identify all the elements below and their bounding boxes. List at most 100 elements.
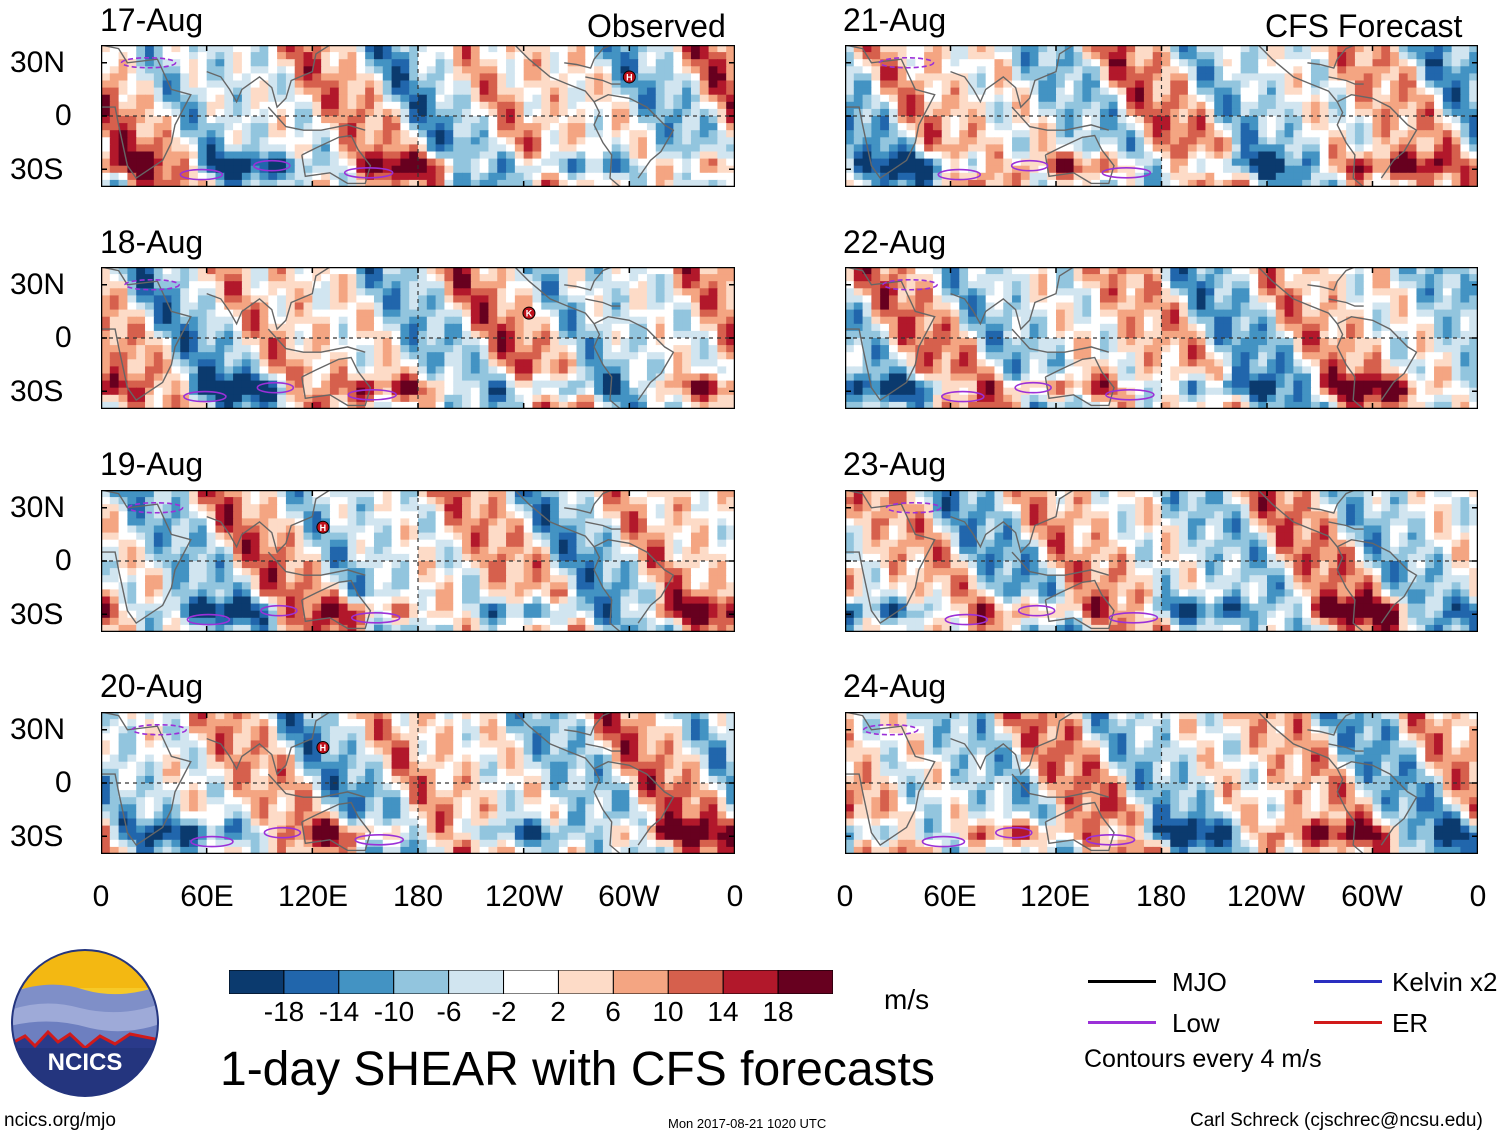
heatmap-cell xyxy=(127,754,137,763)
heatmap-cell xyxy=(541,518,551,527)
heatmap-cell xyxy=(470,733,481,741)
heatmap-cell xyxy=(585,309,595,318)
heatmap-cell xyxy=(629,733,639,741)
heatmap-cell xyxy=(514,525,525,534)
heatmap-cell xyxy=(329,151,340,160)
heatmap-cell xyxy=(435,73,446,82)
heatmap-cell xyxy=(153,288,164,296)
heatmap-cell xyxy=(285,274,296,282)
heatmap-cell xyxy=(127,151,137,160)
heatmap-cell xyxy=(479,546,490,555)
heatmap-cell xyxy=(550,52,560,60)
heatmap-cell xyxy=(664,330,674,339)
heatmap-cell xyxy=(620,582,630,590)
heatmap-cell xyxy=(109,539,120,548)
heatmap-cell xyxy=(479,66,490,74)
heatmap-cell xyxy=(444,561,454,569)
heatmap-cell xyxy=(699,568,710,576)
heatmap-cell xyxy=(224,504,234,512)
heatmap-cell xyxy=(611,281,622,289)
heatmap-cell xyxy=(153,539,164,548)
heatmap-cell xyxy=(233,568,243,576)
heatmap-cell xyxy=(550,589,560,598)
heatmap-cell xyxy=(127,532,137,541)
heatmap-cell xyxy=(655,323,666,332)
heatmap-cell xyxy=(321,532,331,541)
heatmap-cell xyxy=(664,323,674,332)
heatmap-cell xyxy=(347,726,357,734)
heatmap-cell xyxy=(602,740,613,749)
heatmap-cell xyxy=(400,295,410,304)
heatmap-cell xyxy=(277,603,287,612)
heatmap-cell xyxy=(497,401,507,409)
heatmap-cell xyxy=(523,589,534,598)
heatmap-cell xyxy=(418,401,428,409)
heatmap-cell xyxy=(541,553,551,562)
heatmap-cell xyxy=(382,66,393,74)
heatmap-cell xyxy=(171,539,181,548)
heatmap-cell xyxy=(426,130,437,138)
heatmap-cell xyxy=(646,394,657,403)
heatmap-cell xyxy=(444,610,454,619)
heatmap-cell xyxy=(409,59,419,67)
heatmap-cell xyxy=(726,518,735,527)
heatmap-cell xyxy=(101,172,111,181)
heatmap-cell xyxy=(726,546,735,555)
heatmap-cell xyxy=(127,137,137,145)
heatmap-cell xyxy=(567,568,578,576)
heatmap-cell xyxy=(347,596,357,605)
heatmap-cell xyxy=(497,352,507,360)
heatmap-cell xyxy=(206,401,217,409)
heatmap-cell xyxy=(180,747,190,756)
heatmap-cell xyxy=(347,330,357,339)
heatmap-cell xyxy=(145,309,155,318)
heatmap-cell xyxy=(127,525,137,534)
heatmap-cell xyxy=(426,589,437,598)
heatmap-cell xyxy=(444,267,454,275)
coastline xyxy=(301,134,372,185)
heatmap-cell xyxy=(638,80,648,89)
heatmap-cell xyxy=(356,267,366,275)
heatmap-cell xyxy=(277,532,287,541)
heatmap-cell xyxy=(576,747,586,756)
heatmap-cell xyxy=(682,267,692,275)
low-contour xyxy=(186,613,231,626)
heatmap-cell xyxy=(708,165,718,174)
heatmap-cell xyxy=(523,352,534,360)
heatmap-cell xyxy=(197,490,208,498)
heatmap-cell xyxy=(523,108,534,117)
heatmap-cell xyxy=(638,87,648,96)
heatmap-cell xyxy=(215,352,225,360)
heatmap-cell xyxy=(682,380,692,389)
heatmap-cell xyxy=(365,373,375,382)
heatmap-cell xyxy=(250,719,261,727)
heatmap-cell xyxy=(136,532,146,541)
heatmap-cell xyxy=(418,151,428,160)
heatmap-cell xyxy=(189,518,199,527)
heatmap-cell xyxy=(550,158,560,167)
heatmap-cell xyxy=(303,719,313,727)
heatmap-cell xyxy=(462,518,472,527)
heatmap-cell xyxy=(673,568,683,576)
heatmap-cell xyxy=(268,101,278,110)
heatmap-cell xyxy=(109,366,120,375)
heatmap-cell xyxy=(224,366,234,375)
heatmap-cell xyxy=(241,108,252,117)
heatmap-cell xyxy=(690,387,701,396)
heatmap-cell xyxy=(400,401,410,409)
heatmap-cell xyxy=(259,73,269,82)
heatmap-cell xyxy=(400,288,410,296)
heatmap-cell xyxy=(391,323,401,332)
heatmap-cell xyxy=(664,575,674,583)
heatmap-cell xyxy=(162,323,173,332)
heatmap-cell xyxy=(576,144,586,153)
heatmap-cell xyxy=(171,165,181,174)
heatmap-cell xyxy=(418,165,428,174)
heatmap-cell xyxy=(594,66,604,74)
heatmap-cell xyxy=(699,137,710,145)
heatmap-cell xyxy=(532,330,542,339)
heatmap-cell xyxy=(488,539,498,548)
heatmap-cell xyxy=(506,373,516,382)
heatmap-cell xyxy=(136,582,146,590)
heatmap-cell xyxy=(180,66,190,74)
